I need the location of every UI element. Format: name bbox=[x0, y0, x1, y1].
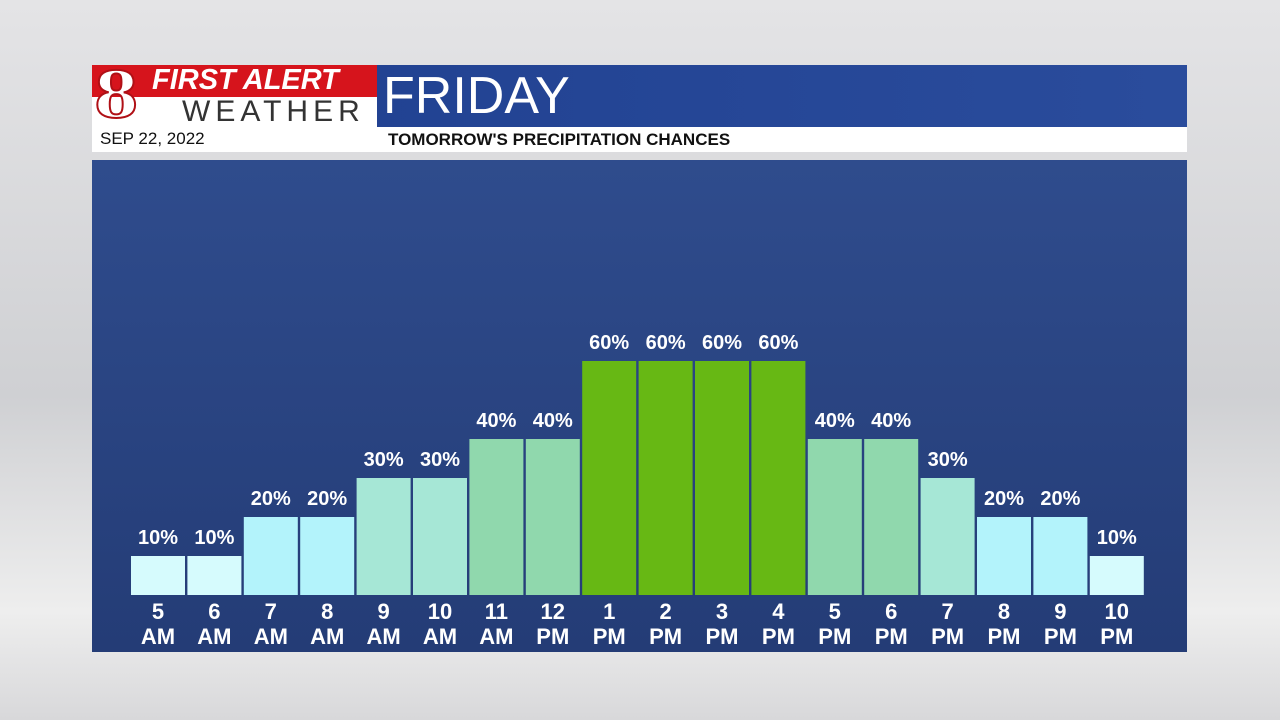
chart-title: FRIDAY bbox=[383, 67, 570, 125]
x-tick-label: 4 PM bbox=[761, 599, 795, 649]
value-label: 40% bbox=[871, 410, 911, 432]
bar bbox=[1089, 556, 1144, 595]
value-label: 20% bbox=[1040, 488, 1080, 510]
x-tick-label: 8 PM bbox=[987, 599, 1021, 649]
bar bbox=[356, 478, 411, 595]
value-label: 20% bbox=[984, 488, 1024, 510]
bar bbox=[243, 517, 298, 595]
x-tick-label: 7 AM bbox=[253, 599, 288, 649]
value-label: 10% bbox=[138, 527, 178, 549]
value-label: 30% bbox=[364, 449, 404, 471]
bar bbox=[1033, 517, 1088, 595]
bar bbox=[920, 478, 975, 595]
subtitle-strip bbox=[92, 127, 1187, 152]
chart-subtitle: TOMORROW'S PRECIPITATION CHANCES bbox=[388, 130, 731, 149]
x-tick-label: 6 PM bbox=[874, 599, 908, 649]
bar bbox=[864, 439, 919, 595]
value-label: 60% bbox=[758, 332, 798, 354]
bar bbox=[413, 478, 467, 595]
value-label: 40% bbox=[533, 410, 573, 432]
x-tick-label: 5 AM bbox=[140, 599, 176, 649]
bar bbox=[187, 556, 242, 595]
value-label: 10% bbox=[194, 527, 234, 549]
x-tick-label: 2 PM bbox=[649, 599, 683, 649]
bar bbox=[638, 361, 693, 595]
bar bbox=[582, 361, 637, 595]
logo-band bbox=[92, 65, 377, 97]
x-tick-label: 6 AM bbox=[197, 599, 232, 649]
bar bbox=[525, 439, 580, 595]
bar bbox=[300, 517, 355, 595]
x-tick-label: 3 PM bbox=[705, 599, 739, 649]
x-tick-label: 9 PM bbox=[1043, 599, 1077, 649]
bar bbox=[751, 361, 806, 595]
value-label: 40% bbox=[476, 410, 516, 432]
value-label: 60% bbox=[702, 332, 742, 354]
date: SEP 22, 2022 bbox=[100, 129, 205, 148]
value-label: 20% bbox=[251, 488, 291, 510]
bar bbox=[469, 439, 524, 595]
value-label: 10% bbox=[1097, 527, 1137, 549]
value-label: 30% bbox=[420, 449, 460, 471]
x-tick-label: 12 PM bbox=[536, 599, 570, 649]
bar bbox=[695, 361, 749, 595]
bar bbox=[807, 439, 862, 595]
x-tick-label: 9 AM bbox=[366, 599, 401, 649]
x-tick-label: 10 AM bbox=[422, 599, 458, 649]
value-label: 40% bbox=[815, 410, 855, 432]
value-label: 60% bbox=[589, 332, 629, 354]
logo-number: 8 bbox=[93, 57, 140, 134]
bar bbox=[977, 517, 1031, 595]
x-tick-label: 10 PM bbox=[1100, 599, 1134, 649]
x-tick-label: 7 PM bbox=[931, 599, 965, 649]
value-label: 30% bbox=[928, 449, 968, 471]
brand-top: FIRST ALERT bbox=[152, 64, 339, 96]
x-tick-label: 11 AM bbox=[479, 599, 514, 649]
bar bbox=[131, 556, 185, 595]
value-label: 60% bbox=[646, 332, 686, 354]
x-tick-label: 8 AM bbox=[310, 599, 345, 649]
x-tick-label: 1 PM bbox=[592, 599, 626, 649]
x-tick-label: 5 PM bbox=[818, 599, 852, 649]
value-label: 20% bbox=[307, 488, 347, 510]
brand-bottom: WEATHER bbox=[182, 95, 365, 128]
